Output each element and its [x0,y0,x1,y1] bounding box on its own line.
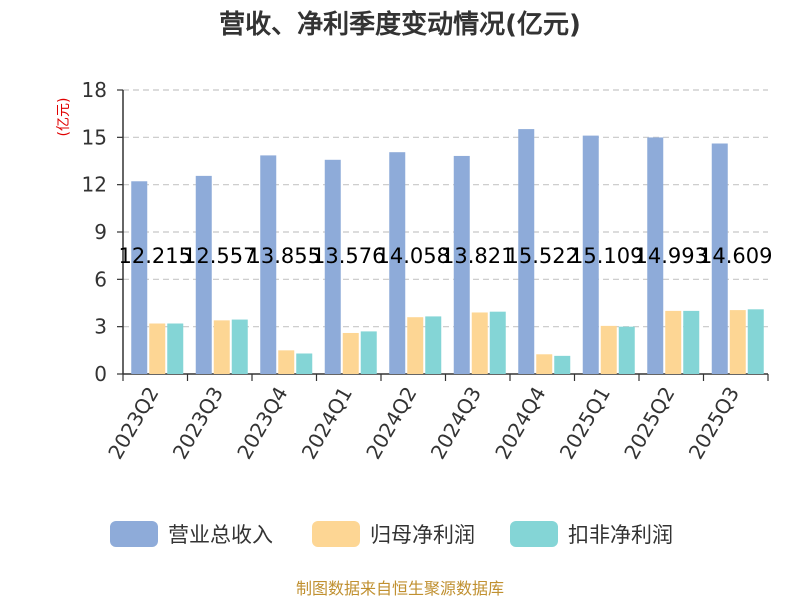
y-tick-label-3: 3 [94,315,107,339]
x-axis-ticks: 2023Q2 2023Q3 2023Q4 2024Q1 2024Q2 2024Q3 2024… [103,383,744,464]
y-tick-label-9: 9 [94,220,107,244]
bar-2024Q3-归母净利润 [471,312,488,374]
bar-2025Q2-营业总收入 [647,137,664,374]
x-tick-label-2024Q1: 2024Q1 [297,383,357,464]
x-tick-label-2024Q4: 2024Q4 [490,383,550,464]
bar-2024Q1-归母净利润 [342,332,359,374]
bar-2023Q2-归母净利润 [149,323,166,374]
legend-label: 扣非净利润 [568,523,673,547]
data-label-2023Q3: 12.557 [183,244,256,268]
legend-label: 归母净利润 [370,523,475,547]
bar-2024Q3-扣非净利润 [489,311,506,374]
legend: 营业总收入 归母净利润 扣非净利润 [110,521,673,547]
bar-2025Q3-扣非净利润 [747,309,764,374]
y-tick-label-15: 15 [82,125,107,149]
y-tick-label-12: 12 [82,173,107,197]
y-tick-label-6: 6 [94,267,107,291]
data-label-2025Q1: 15.109 [570,244,643,268]
legend-label: 营业总收入 [168,523,273,547]
data-label-2023Q2: 12.215 [119,244,192,268]
bar-2024Q4-扣非净利润 [554,355,571,374]
x-tick-label-2023Q4: 2023Q4 [232,383,292,464]
x-tick-label-2023Q2: 2023Q2 [103,383,163,464]
y-tick-label-18: 18 [82,78,107,102]
bar-2023Q2-扣非净利润 [167,323,184,374]
chart-title: 营收、净利季度变动情况(亿元) [219,9,581,40]
data-label-2024Q4: 15.522 [506,244,579,268]
data-label-2024Q1: 13.576 [312,244,385,268]
y-axis-unit-label: (亿元) [56,98,72,137]
bar-2023Q2-营业总收入 [131,181,148,374]
x-tick-label-2025Q1: 2025Q1 [555,383,615,464]
bar-2025Q3-归母净利润 [729,310,746,374]
legend-item-营业总收入[interactable]: 营业总收入 [110,521,273,547]
bar-2024Q4-归母净利润 [536,354,553,374]
x-tick-label-2025Q3: 2025Q3 [684,383,744,464]
x-tick-label-2023Q3: 2023Q3 [168,383,228,464]
bar-2023Q3-营业总收入 [195,175,212,374]
bar-2023Q4-营业总收入 [260,155,277,374]
bar-2025Q3-营业总收入 [711,143,728,374]
legend-item-归母净利润[interactable]: 归母净利润 [312,521,475,547]
legend-item-扣非净利润[interactable]: 扣非净利润 [510,521,673,547]
y-tick-label-0: 0 [94,362,107,386]
legend-swatch [510,521,558,547]
x-tick-label-2024Q2: 2024Q2 [361,383,421,464]
bar-2023Q4-归母净利润 [278,350,295,374]
bar-2023Q4-扣非净利润 [296,353,313,374]
bar-2024Q1-营业总收入 [324,159,341,374]
x-tick-label-2024Q3: 2024Q3 [426,383,486,464]
bar-2023Q3-扣非净利润 [231,319,248,374]
bar-2025Q1-营业总收入 [582,135,599,374]
bar-2025Q1-扣非净利润 [618,326,635,374]
x-tick-label-2025Q2: 2025Q2 [619,383,679,464]
data-labels: 12.21512.55713.85513.57614.05813.82115.5… [119,244,773,268]
bar-2024Q1-扣非净利润 [360,331,377,374]
data-label-2025Q2: 14.993 [635,244,708,268]
bars [131,129,764,374]
bar-2024Q2-营业总收入 [389,152,406,374]
bar-2023Q3-归母净利润 [213,320,230,374]
data-label-2024Q2: 14.058 [377,244,450,268]
bar-2024Q2-归母净利润 [407,317,424,374]
y-axis-ticks: 0 3 6 9 12 15 18 [82,78,107,386]
data-label-2024Q3: 13.821 [441,244,514,268]
gridlines [123,89,768,328]
bar-2024Q2-扣非净利润 [425,316,442,374]
bar-2025Q1-归母净利润 [600,325,617,374]
data-label-2025Q3: 14.609 [699,244,772,268]
bar-2025Q2-扣非净利润 [683,310,700,374]
source-note: 制图数据来自恒生聚源数据库 [296,579,504,598]
bar-2024Q3-营业总收入 [453,155,470,374]
bar-2025Q2-归母净利润 [665,310,682,374]
data-label-2023Q4: 13.855 [248,244,321,268]
legend-swatch [312,521,360,547]
bar-2024Q4-营业总收入 [518,129,535,374]
legend-swatch [110,521,158,547]
